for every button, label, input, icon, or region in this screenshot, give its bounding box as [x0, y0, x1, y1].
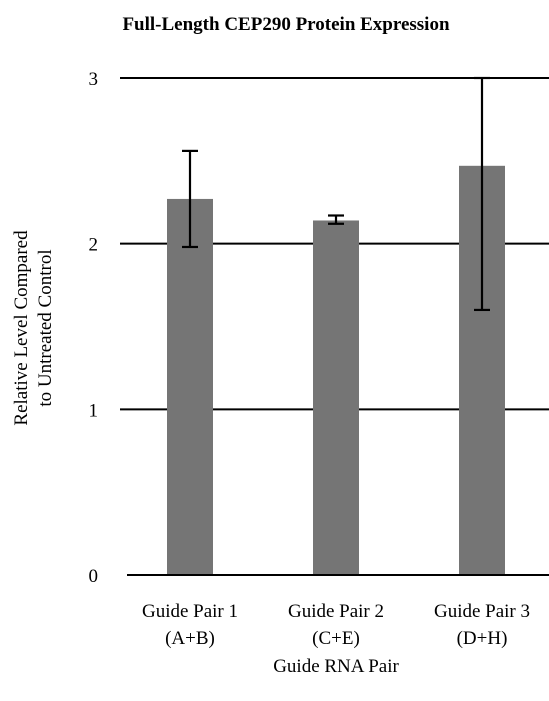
y-tick-label-3: 3: [89, 69, 99, 90]
x-tick-labels: Guide Pair 1 (A+B) Guide Pair 2 (C+E) Guide …: [142, 601, 530, 649]
x-tick-label-2-pair: (C+E): [312, 628, 360, 649]
y-tick-label-0: 0: [89, 566, 99, 587]
y-tick-label-1: 1: [89, 400, 99, 421]
x-tick-label-1-pair: (A+B): [165, 628, 215, 649]
x-tick-label-3-pair: (D+H): [457, 628, 508, 649]
x-tick-label-3: Guide Pair 3: [434, 601, 530, 622]
y-tick-label-2: 2: [89, 235, 99, 256]
x-tick-label-1: Guide Pair 1: [142, 601, 238, 622]
y-tick-labels: 0 1 2 3: [89, 69, 99, 587]
y-axis-label-line-1: Relative Level Compared: [11, 230, 32, 426]
error-bars: [182, 76, 490, 312]
x-tick-label-2: Guide Pair 2: [288, 601, 384, 622]
bars: [167, 165, 505, 576]
chart-title: Full-Length CEP290 Protein Expression: [122, 14, 450, 35]
y-axis-label-line-2: to Untreated Control: [35, 249, 56, 406]
bar-1: [167, 198, 213, 576]
x-axis-label: Guide RNA Pair: [273, 656, 399, 677]
y-axis-label: Relative Level Compared to Untreated Con…: [11, 230, 56, 426]
bar-2: [313, 220, 359, 575]
